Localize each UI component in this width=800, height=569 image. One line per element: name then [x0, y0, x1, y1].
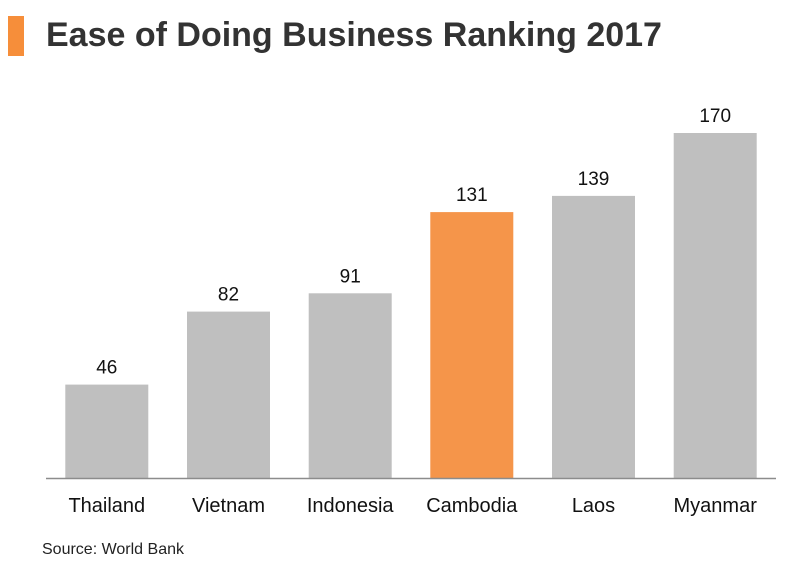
value-label-laos: 139 [578, 169, 610, 190]
value-label-cambodia: 131 [456, 185, 488, 206]
bar-chart: 46 Thailand 82 Vietnam 91 Indonesia 131 Cambodi… [46, 106, 776, 517]
bar-indonesia [308, 293, 392, 478]
value-label-indonesia: 91 [340, 266, 361, 287]
category-label-indonesia: Indonesia [307, 495, 395, 517]
category-label-vietnam: Vietnam [192, 495, 265, 517]
source-note: Source: World Bank [42, 541, 184, 558]
bar-cambodia [430, 212, 514, 478]
bar-myanmar [673, 133, 757, 478]
bar-thailand [65, 384, 149, 478]
bars-group [65, 133, 757, 478]
labels-group: 46 Thailand 82 Vietnam 91 Indonesia 131 Cambodi… [68, 106, 757, 517]
bar-vietnam [187, 311, 270, 478]
value-label-vietnam: 82 [218, 285, 239, 306]
category-label-cambodia: Cambodia [426, 495, 518, 517]
value-label-thailand: 46 [96, 358, 117, 379]
value-label-myanmar: 170 [699, 106, 731, 127]
category-label-laos: Laos [572, 495, 615, 517]
title-accent-bar [8, 16, 24, 56]
bar-laos [552, 195, 635, 478]
category-label-thailand: Thailand [68, 495, 145, 517]
chart-title: Ease of Doing Business Ranking 2017 [46, 16, 662, 54]
category-label-myanmar: Myanmar [674, 495, 758, 517]
